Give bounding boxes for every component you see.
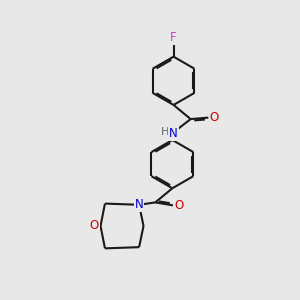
Text: N: N: [135, 198, 143, 211]
Text: O: O: [89, 220, 99, 232]
Text: O: O: [210, 110, 219, 124]
Text: F: F: [170, 31, 177, 44]
Text: N: N: [169, 127, 178, 140]
Text: H: H: [160, 127, 169, 137]
Text: O: O: [174, 200, 184, 212]
